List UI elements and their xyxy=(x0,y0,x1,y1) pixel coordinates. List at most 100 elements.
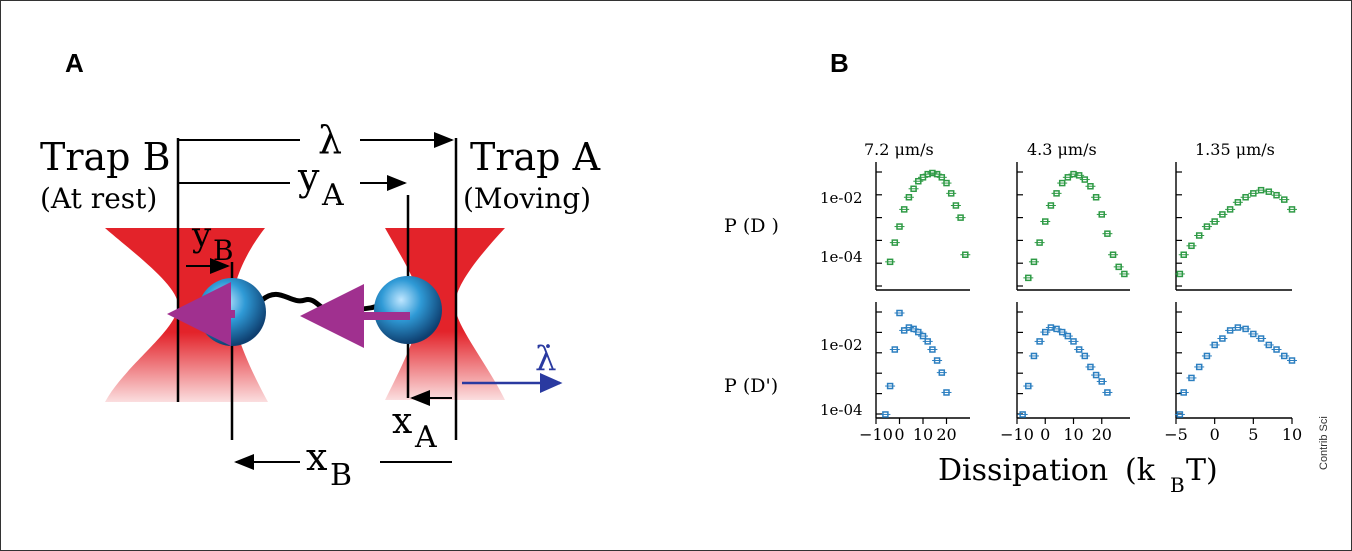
x-tick-label: 0 xyxy=(1040,425,1050,444)
data-point xyxy=(1265,341,1273,349)
data-point xyxy=(1180,389,1187,396)
data-point xyxy=(943,389,950,396)
data-point xyxy=(910,185,917,193)
data-point xyxy=(1058,328,1066,336)
data-point xyxy=(1121,270,1128,278)
speed-label-1: 7.2 μm/s xyxy=(864,140,934,159)
x-tick-label: 5 xyxy=(1248,425,1258,444)
data-point xyxy=(1288,357,1296,364)
data-point xyxy=(1288,206,1296,213)
data-point xyxy=(933,357,941,364)
credit-text: Contrib Sci xyxy=(1318,416,1330,470)
data-point xyxy=(919,332,927,340)
data-point xyxy=(938,174,946,181)
trap-a-label: Trap A xyxy=(470,135,601,179)
data-point xyxy=(1109,251,1117,258)
data-point xyxy=(1098,211,1105,218)
panel-b-label: B xyxy=(830,48,849,78)
xlabel: Dissipation xyxy=(938,453,1108,488)
ylabel-bottom: P (D') xyxy=(724,375,778,397)
data-point xyxy=(1075,172,1083,179)
xa-label: x xyxy=(392,401,412,442)
data-point xyxy=(1030,258,1038,266)
trap-a-beam xyxy=(385,228,505,400)
bead-a xyxy=(374,276,442,344)
data-point xyxy=(1188,374,1195,382)
xlabel-subscript: B xyxy=(1170,473,1185,497)
x-tick-label: 10 xyxy=(913,425,933,444)
x-tick-label: 20 xyxy=(936,425,956,444)
data-point xyxy=(1180,251,1187,258)
trap-b-label: Trap B xyxy=(40,135,171,179)
data-point xyxy=(1188,242,1195,250)
data-point xyxy=(1047,202,1055,209)
data-point xyxy=(929,346,936,353)
data-point xyxy=(1025,274,1032,282)
xlabel-unit: (k xyxy=(1125,453,1156,488)
data-point xyxy=(1195,232,1203,239)
panel-a-label: A xyxy=(65,48,84,78)
data-point xyxy=(1058,179,1066,187)
data-point xyxy=(891,239,899,246)
xb-subscript: B xyxy=(330,458,352,493)
data-point xyxy=(1176,270,1184,278)
lambda-dot-label: λ̇ xyxy=(535,339,557,379)
data-point xyxy=(1211,218,1218,225)
ya-label: y xyxy=(297,155,320,199)
data-point xyxy=(957,214,964,221)
data-point xyxy=(1273,346,1280,353)
data-point xyxy=(900,206,908,213)
data-point xyxy=(1226,327,1234,334)
data-point xyxy=(896,309,903,317)
speed-label-3: 1.35 μm/s xyxy=(1195,140,1275,159)
data-point xyxy=(905,194,913,201)
data-point xyxy=(1115,263,1122,271)
data-point xyxy=(938,369,946,376)
data-point xyxy=(952,202,960,209)
data-point xyxy=(915,177,922,185)
trap-b-state: (At rest) xyxy=(40,182,157,215)
data-point xyxy=(915,328,922,336)
data-point xyxy=(1104,389,1111,396)
ytick-top-lo: 1e-04 xyxy=(820,248,863,266)
ya-subscript: A xyxy=(321,178,344,213)
data-point xyxy=(943,179,950,187)
data-point xyxy=(1087,363,1094,371)
data-point xyxy=(1211,341,1218,349)
trap-a-state: (Moving) xyxy=(463,182,591,215)
data-point xyxy=(1104,230,1111,237)
x-tick-label: 20 xyxy=(1092,425,1112,444)
ylabel-top: P (D ) xyxy=(724,215,779,237)
data-point xyxy=(1030,352,1038,360)
data-point xyxy=(1257,186,1265,194)
data-point xyxy=(1075,346,1083,353)
data-point xyxy=(1242,194,1249,201)
data-point xyxy=(1281,352,1288,360)
ytick-top-hi: 1e-02 xyxy=(820,189,863,207)
data-point xyxy=(1219,335,1226,342)
x-tick-label: 10 xyxy=(1063,425,1083,444)
xa-subscript: A xyxy=(414,420,437,455)
data-point xyxy=(1081,176,1089,183)
data-point xyxy=(1025,382,1032,390)
xlabel-end: T) xyxy=(1186,453,1218,488)
panel-b-chart: −10 0 10 20 −10 0 10 20 −5 0 5 10 7.2 μm/s 4.3 μm/s… xyxy=(724,140,1302,497)
data-point xyxy=(882,411,889,418)
x-tick-label: −10 xyxy=(1000,425,1034,444)
data-point xyxy=(1042,328,1049,336)
data-point xyxy=(947,190,955,197)
data-point xyxy=(1226,206,1234,213)
data-point xyxy=(1019,411,1026,418)
x-tick-label: −10 xyxy=(859,425,893,444)
data-point xyxy=(891,346,899,353)
data-point xyxy=(886,258,894,266)
x-tick-label: 0 xyxy=(894,425,904,444)
data-point xyxy=(1250,190,1257,197)
speed-label-2: 4.3 μm/s xyxy=(1027,140,1097,159)
data-point xyxy=(1070,338,1077,345)
data-point xyxy=(1242,325,1249,333)
ytick-bottom-hi: 1e-02 xyxy=(820,336,863,354)
data-point xyxy=(1281,196,1288,203)
data-point xyxy=(1250,330,1257,338)
data-point xyxy=(1036,338,1043,345)
